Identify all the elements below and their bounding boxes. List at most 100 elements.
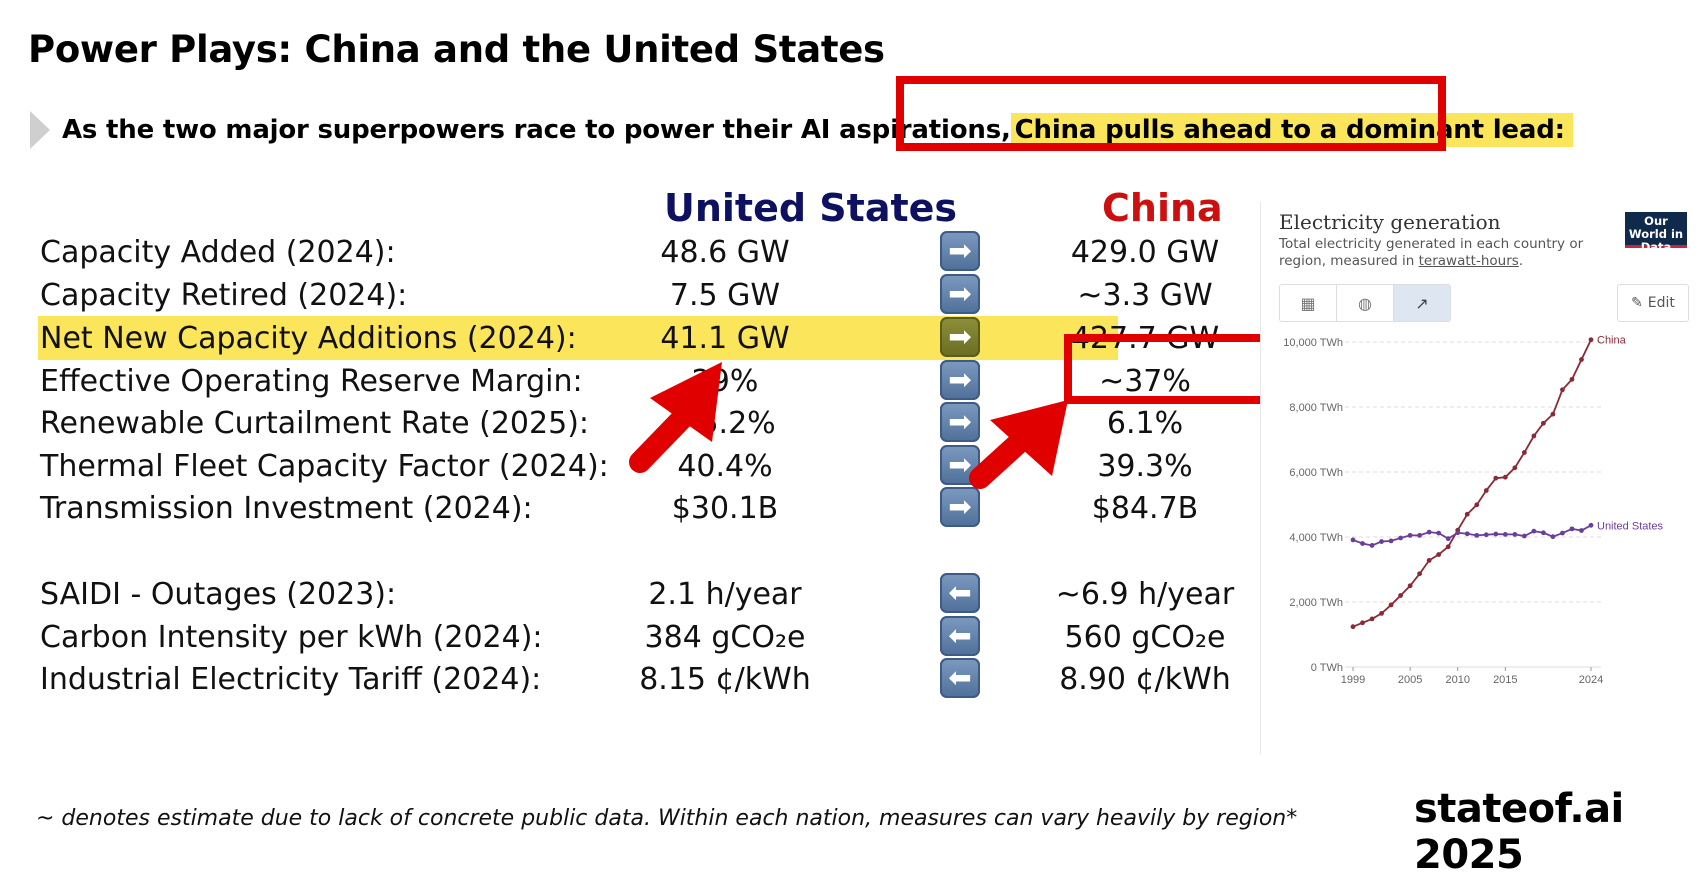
data-point bbox=[1541, 530, 1546, 536]
data-point bbox=[1388, 602, 1394, 608]
table-row: Thermal Fleet Capacity Factor (2024): 40… bbox=[30, 444, 1260, 488]
us-value: 2.1 h/year bbox=[648, 577, 802, 612]
subtitle-prefix: As the two major superpowers race to pow… bbox=[62, 115, 1011, 145]
page-title: Power Plays: China and the United States bbox=[28, 28, 885, 71]
right-arrow-icon: ➡ bbox=[940, 360, 980, 400]
y-tick-label: 6,000 TWh bbox=[1289, 467, 1343, 479]
us-value: 7.5 GW bbox=[669, 278, 781, 313]
table-icon[interactable]: ▦ bbox=[1280, 285, 1337, 321]
data-point bbox=[1588, 337, 1594, 343]
china-value: 560 gCO₂e bbox=[1064, 620, 1226, 655]
chart-subtitle-suffix: . bbox=[1518, 253, 1524, 269]
row-label: Thermal Fleet Capacity Factor (2024): bbox=[40, 449, 609, 484]
data-point bbox=[1521, 450, 1527, 455]
row-label: Renewable Curtailment Rate (2025): bbox=[40, 406, 590, 441]
edit-button[interactable]: ✎ Edit bbox=[1617, 284, 1689, 322]
highlight-red-box bbox=[896, 76, 1446, 151]
y-tick-label: 4,000 TWh bbox=[1289, 532, 1343, 544]
data-point bbox=[1426, 529, 1432, 535]
series-label: United States bbox=[1597, 520, 1664, 532]
data-point bbox=[1502, 474, 1508, 480]
subtitle-row: As the two major superpowers race to pow… bbox=[30, 108, 1573, 152]
x-tick-label: 2010 bbox=[1445, 674, 1469, 686]
y-tick-label: 0 TWh bbox=[1311, 662, 1343, 674]
data-point bbox=[1579, 528, 1584, 533]
us-value: 384 gCO₂e bbox=[644, 620, 806, 655]
china-value: 6.1% bbox=[1106, 406, 1184, 441]
data-point bbox=[1493, 475, 1499, 481]
table-row: Capacity Retired (2024): 7.5 GW ➡ ~3.3 G… bbox=[30, 273, 1260, 317]
data-point bbox=[1455, 530, 1461, 536]
data-point bbox=[1407, 532, 1413, 538]
y-tick-label: 10,000 TWh bbox=[1283, 337, 1343, 349]
chart-subtitle-text: Total electricity generated in each coun… bbox=[1279, 236, 1584, 269]
x-tick-label: 2005 bbox=[1398, 674, 1422, 686]
row-label: SAIDI - Outages (2023): bbox=[40, 577, 397, 612]
data-point bbox=[1560, 387, 1565, 393]
bullet-triangle-icon bbox=[30, 111, 50, 149]
line-chart-icon[interactable]: ↗ bbox=[1394, 285, 1450, 321]
row-label: Net New Capacity Additions (2024): bbox=[40, 321, 577, 356]
china-value: 8.90 ¢/kWh bbox=[1059, 662, 1231, 697]
right-arrow-icon: ➡ bbox=[940, 274, 980, 314]
footnote: ~ denotes estimate due to lack of concre… bbox=[36, 806, 1298, 831]
us-value: 40.4% bbox=[677, 449, 773, 484]
data-point bbox=[1588, 522, 1594, 528]
table-row: Industrial Electricity Tariff (2024): 8.… bbox=[30, 657, 1260, 701]
china-value: $84.7B bbox=[1091, 491, 1199, 526]
data-point bbox=[1436, 552, 1442, 557]
us-value: 41.1 GW bbox=[660, 321, 790, 356]
data-point bbox=[1426, 558, 1432, 563]
china-value: ~6.9 h/year bbox=[1055, 577, 1235, 612]
y-tick-label: 8,000 TWh bbox=[1289, 402, 1343, 414]
data-point bbox=[1502, 532, 1508, 537]
series-line bbox=[1352, 524, 1592, 547]
data-point bbox=[1512, 532, 1518, 537]
data-point bbox=[1360, 620, 1365, 626]
globe-icon[interactable]: ◍ bbox=[1337, 285, 1394, 321]
terawatt-hours-link[interactable]: terawatt-hours bbox=[1418, 253, 1519, 269]
data-point bbox=[1531, 528, 1537, 534]
annotation-arrows bbox=[629, 362, 1068, 489]
data-point bbox=[1417, 571, 1423, 577]
data-point bbox=[1493, 531, 1499, 537]
data-point bbox=[1369, 616, 1375, 622]
pencil-icon: ✎ bbox=[1631, 295, 1643, 311]
data-point bbox=[1560, 530, 1565, 536]
data-point bbox=[1569, 376, 1575, 382]
data-point bbox=[1474, 532, 1480, 538]
chart-title: Electricity generation bbox=[1279, 210, 1501, 234]
row-label: Industrial Electricity Tariff (2024): bbox=[40, 662, 542, 697]
us-value: $30.1B bbox=[671, 491, 779, 526]
china-value: ~3.3 GW bbox=[1077, 278, 1213, 313]
data-point bbox=[1579, 357, 1584, 362]
us-value: 8.15 ¢/kWh bbox=[639, 662, 811, 697]
table-row: Transmission Investment (2024): $30.1B ➡… bbox=[30, 486, 1260, 530]
series-label: China bbox=[1597, 335, 1627, 347]
data-point bbox=[1436, 530, 1442, 536]
column-header-china: China bbox=[1102, 186, 1223, 230]
data-point bbox=[1531, 433, 1537, 439]
data-point bbox=[1445, 536, 1451, 542]
right-arrow-icon: ➡ bbox=[940, 231, 980, 271]
x-tick-label: 2024 bbox=[1579, 674, 1603, 686]
table-row: SAIDI - Outages (2023): 2.1 h/year ⬅ ~6.… bbox=[30, 572, 1260, 616]
data-point bbox=[1350, 624, 1356, 630]
data-point bbox=[1360, 541, 1365, 546]
chart-subtitle: Total electricity generated in each coun… bbox=[1279, 236, 1619, 270]
x-tick-label: 1999 bbox=[1341, 674, 1365, 686]
data-point bbox=[1474, 502, 1480, 508]
row-label: Capacity Added (2024): bbox=[40, 235, 396, 270]
left-arrow-icon: ⬅ bbox=[940, 573, 980, 613]
x-tick-label: 2015 bbox=[1493, 674, 1517, 686]
red-arrow-icon bbox=[969, 400, 1068, 489]
table-row: Effective Operating Reserve Margin: 29% … bbox=[30, 359, 1260, 403]
left-arrow-icon: ⬅ bbox=[940, 658, 980, 698]
right-arrow-icon: ➡ bbox=[940, 402, 980, 442]
china-value: 429.0 GW bbox=[1070, 235, 1220, 270]
y-tick-label: 2,000 TWh bbox=[1289, 597, 1343, 609]
data-point bbox=[1398, 593, 1403, 598]
column-header-us: United States bbox=[664, 186, 958, 230]
data-point bbox=[1512, 465, 1518, 471]
row-label: Transmission Investment (2024): bbox=[40, 491, 533, 526]
